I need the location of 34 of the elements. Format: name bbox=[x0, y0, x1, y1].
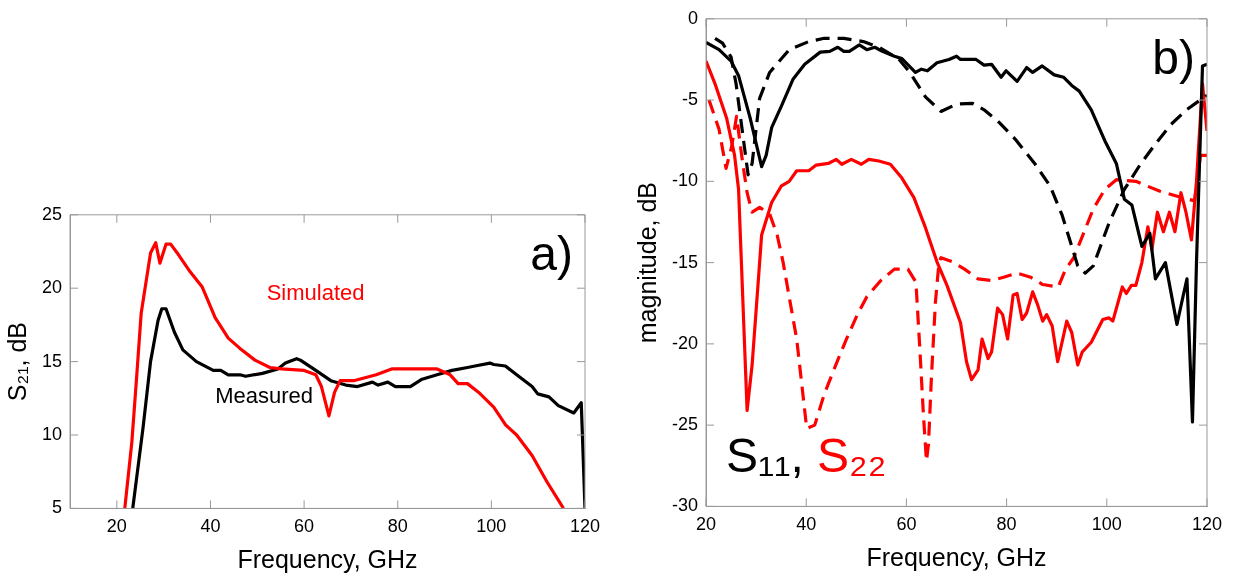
y-tick-label: 0 bbox=[688, 7, 699, 28]
y-tick-label: 5 bbox=[52, 497, 63, 518]
text: S₁₁, bbox=[726, 429, 804, 483]
y-tick-label: 20 bbox=[41, 277, 63, 298]
x-tick-label: 20 bbox=[106, 516, 127, 537]
x-tick-label: 60 bbox=[896, 514, 917, 535]
y-tick-label: -15 bbox=[672, 251, 699, 272]
text: Simulated bbox=[266, 280, 365, 306]
y-tick-label: -30 bbox=[672, 495, 699, 516]
y-tick-label: -10 bbox=[672, 170, 699, 191]
y-axis-title: S₂₁, dB bbox=[2, 321, 31, 402]
y-tick-label: -5 bbox=[682, 89, 699, 110]
x-tick-label: 120 bbox=[1191, 514, 1223, 535]
y-tick-label: 10 bbox=[41, 423, 63, 444]
y-tick-label: -25 bbox=[672, 414, 699, 435]
x-tick-label: 20 bbox=[696, 514, 717, 535]
x-tick-label: 100 bbox=[1091, 514, 1122, 535]
y-tick-label: 25 bbox=[41, 203, 63, 224]
series-label: Measured bbox=[215, 382, 313, 408]
x-tick-label: 80 bbox=[996, 514, 1017, 535]
x-tick-label: 80 bbox=[387, 516, 408, 537]
x-axis-title: Frequency, GHz bbox=[866, 542, 1047, 571]
series-label: S₂₂ bbox=[817, 429, 887, 483]
annotation: b) bbox=[1152, 31, 1195, 85]
y-axis-title: magnitude, dB bbox=[632, 181, 661, 344]
y-tick-label: -20 bbox=[672, 332, 699, 353]
x-tick-label: 40 bbox=[200, 516, 221, 537]
x-tick-label: 120 bbox=[569, 516, 601, 537]
x-axis-title: Frequency, GHz bbox=[237, 544, 418, 573]
annotation: a) bbox=[530, 227, 573, 281]
x-tick-label: 40 bbox=[796, 514, 817, 535]
x-tick-label: 60 bbox=[294, 516, 315, 537]
x-tick-label: 100 bbox=[476, 516, 507, 537]
y-tick-label: 15 bbox=[41, 350, 63, 371]
